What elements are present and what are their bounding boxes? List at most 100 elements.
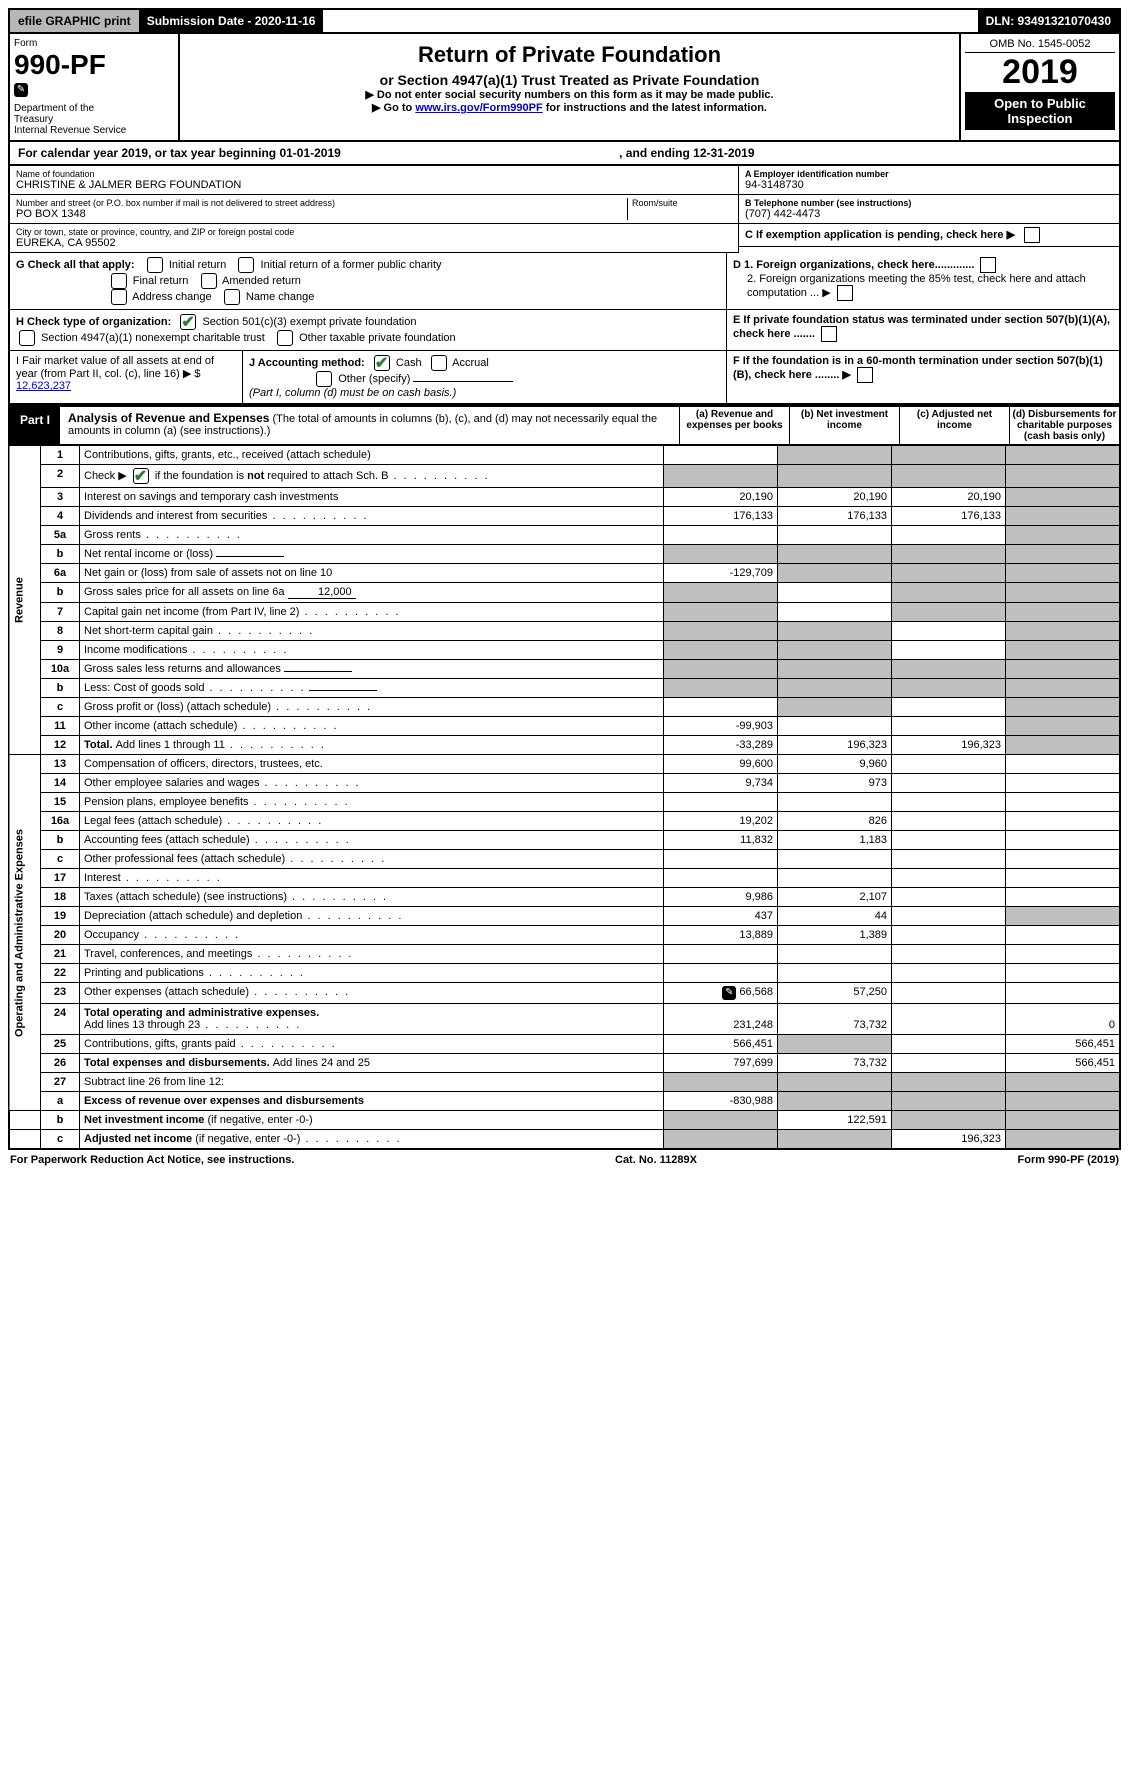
r24-b: 73,732 [778, 1004, 892, 1035]
r23-b: 57,250 [778, 983, 892, 1004]
cb-initial[interactable] [147, 257, 163, 273]
r12-c: 196,323 [892, 736, 1006, 755]
foundation-name-cell: Name of foundation CHRISTINE & JALMER BE… [10, 166, 738, 195]
r10c-n: c [41, 698, 80, 717]
r17-d: Interest [80, 869, 664, 888]
header-right: OMB No. 1545-0052 2019 Open to Public In… [959, 34, 1119, 140]
j-o1: Cash [396, 357, 422, 369]
attach-icon[interactable]: ✎ [722, 986, 736, 1000]
note1: ▶ Do not enter social security numbers o… [188, 88, 951, 101]
ein-lbl: A Employer identification number [745, 169, 1113, 179]
r11-d: Other income (attach schedule) [80, 717, 664, 736]
r6a-n: 6a [41, 564, 80, 583]
r27c-c: 196,323 [892, 1130, 1006, 1150]
sect-e: E If private foundation status was termi… [727, 310, 1119, 350]
r26-n: 26 [41, 1054, 80, 1073]
r23-n: 23 [41, 983, 80, 1004]
g-o2: Initial return of a former public charit… [261, 259, 442, 271]
row-8: 8Net short-term capital gain [9, 622, 1120, 641]
row-23: 23Other expenses (attach schedule)✎ 66,5… [9, 983, 1120, 1004]
r7-n: 7 [41, 603, 80, 622]
row-1: Revenue 1 Contributions, gifts, grants, … [9, 446, 1120, 465]
r21-n: 21 [41, 945, 80, 964]
r1-a [664, 446, 778, 465]
cb-address[interactable] [111, 289, 127, 305]
part1-title: Analysis of Revenue and Expenses (The to… [60, 407, 679, 444]
row-6a: 6aNet gain or (loss) from sale of assets… [9, 564, 1120, 583]
row-24: 24Total operating and administrative exp… [9, 1004, 1120, 1035]
r14-n: 14 [41, 774, 80, 793]
row-16c: cOther professional fees (attach schedul… [9, 850, 1120, 869]
row-10a: 10aGross sales less returns and allowanc… [9, 660, 1120, 679]
addr-val: PO BOX 1348 [16, 208, 627, 220]
r7-d: Capital gain net income (from Part IV, l… [80, 603, 664, 622]
r1-b [778, 446, 892, 465]
cb-4947[interactable] [19, 330, 35, 346]
r4-n: 4 [41, 507, 80, 526]
r27a-a: -830,988 [664, 1092, 778, 1111]
cb-d1[interactable] [980, 257, 996, 273]
r10b-n: b [41, 679, 80, 698]
r19-d: Depreciation (attach schedule) and deple… [80, 907, 664, 926]
cb-final[interactable] [111, 273, 127, 289]
row-5a: 5aGross rents [9, 526, 1120, 545]
r2-pre: Check ▶ [84, 470, 130, 482]
addr-cell: Number and street (or P.O. box number if… [10, 195, 738, 224]
r15-d: Pension plans, employee benefits [80, 793, 664, 812]
row-15: 15Pension plans, employee benefits [9, 793, 1120, 812]
r20-n: 20 [41, 926, 80, 945]
r3-n: 3 [41, 488, 80, 507]
part1-title-b: Analysis of Revenue and Expenses [68, 411, 269, 425]
checkbox-c[interactable] [1024, 227, 1040, 243]
tel-val: (707) 442-4473 [745, 208, 1113, 220]
h-o3: Other taxable private foundation [299, 332, 456, 344]
cb-cash[interactable] [374, 355, 390, 371]
cb-other-tax[interactable] [277, 330, 293, 346]
cb-schb[interactable] [133, 468, 149, 484]
row-10c: cGross profit or (loss) (attach schedule… [9, 698, 1120, 717]
r27b-b: 122,591 [778, 1111, 892, 1130]
r13-b: 9,960 [778, 755, 892, 774]
r27a-n: a [41, 1092, 80, 1111]
col-c-hdr: (c) Adjusted net income [899, 407, 1009, 444]
cb-accrual[interactable] [431, 355, 447, 371]
sectC-text: C If exemption application is pending, c… [745, 229, 1015, 241]
cb-amended[interactable] [201, 273, 217, 289]
col-d-hdr: (d) Disbursements for charitable purpose… [1009, 407, 1119, 444]
cb-e[interactable] [821, 326, 837, 342]
efile-label: efile GRAPHIC print [10, 10, 139, 32]
tel-cell: B Telephone number (see instructions) (7… [739, 195, 1119, 224]
r25-dd: 566,451 [1006, 1035, 1121, 1054]
r26-b: 73,732 [778, 1054, 892, 1073]
r25-d: Contributions, gifts, grants paid [80, 1035, 664, 1054]
cal-begin: For calendar year 2019, or tax year begi… [18, 146, 619, 160]
r10a-d: Gross sales less returns and allowances [80, 660, 664, 679]
cb-initial-former[interactable] [238, 257, 254, 273]
r6b-n: b [41, 583, 80, 603]
r24-dd: 0 [1006, 1004, 1121, 1035]
f-text: F If the foundation is in a 60-month ter… [733, 355, 1103, 381]
g-o4: Amended return [222, 275, 301, 287]
cb-501c3[interactable] [180, 314, 196, 330]
r27a-d: Excess of revenue over expenses and disb… [80, 1092, 664, 1111]
r11-a: -99,903 [664, 717, 778, 736]
r2-n: 2 [41, 465, 80, 488]
r27c-d: Adjusted net income (if negative, enter … [80, 1130, 664, 1150]
cb-f[interactable] [857, 367, 873, 383]
cb-d2[interactable] [837, 285, 853, 301]
r18-n: 18 [41, 888, 80, 907]
r26-d: Total expenses and disbursements. Add li… [80, 1054, 664, 1073]
name-lbl: Name of foundation [16, 169, 732, 179]
r13-d: Compensation of officers, directors, tru… [80, 755, 664, 774]
r5a-n: 5a [41, 526, 80, 545]
i-lbl: I Fair market value of all assets at end… [16, 355, 214, 380]
cb-other-acct[interactable] [316, 371, 332, 387]
r24-d: Total operating and administrative expen… [80, 1004, 664, 1035]
row-10b: bLess: Cost of goods sold [9, 679, 1120, 698]
cb-name[interactable] [224, 289, 240, 305]
irs-link[interactable]: www.irs.gov/Form990PF [415, 102, 542, 114]
r22-n: 22 [41, 964, 80, 983]
form-label: Form [14, 38, 174, 49]
r2-post: if the foundation is [152, 470, 247, 482]
j-o3: Other (specify) [338, 373, 410, 385]
